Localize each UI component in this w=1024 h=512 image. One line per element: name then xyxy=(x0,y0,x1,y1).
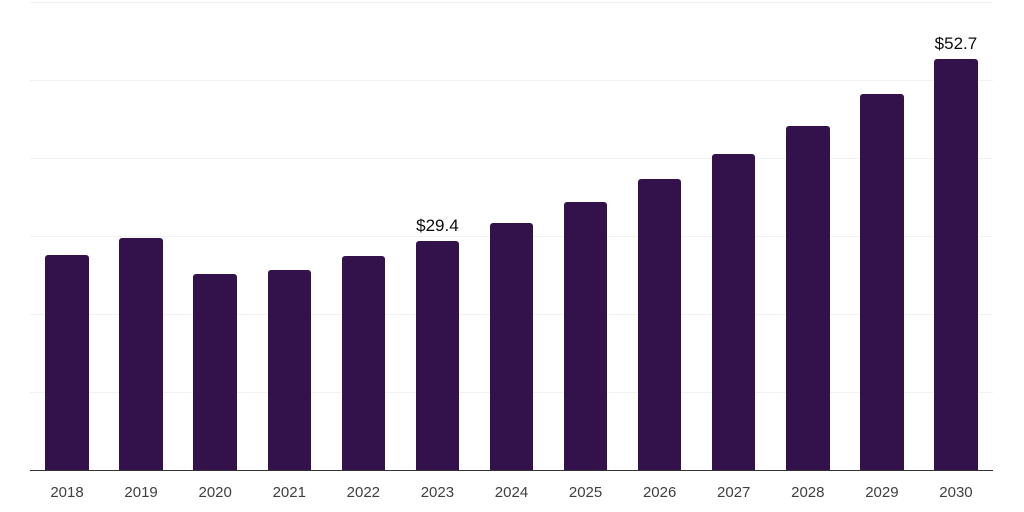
bar-2027 xyxy=(711,154,756,470)
bar-2029 xyxy=(860,94,904,470)
gridline-50 xyxy=(30,80,993,81)
x-tick-label-2018: 2018 xyxy=(50,484,84,501)
bar-2018 xyxy=(45,254,89,470)
bar-2028 xyxy=(786,126,830,470)
bar-2025 xyxy=(563,202,608,470)
gridline-40 xyxy=(30,158,993,159)
gridline-60 xyxy=(30,2,993,3)
x-tick-label-2022: 2022 xyxy=(346,484,381,501)
bar-2023 xyxy=(415,240,460,470)
x-tick-label-2026: 2026 xyxy=(642,484,677,501)
bar-2024 xyxy=(489,222,534,470)
x-tick-label-2025: 2025 xyxy=(568,484,603,501)
value-label-2030: $52.7 xyxy=(934,33,978,53)
x-tick-label-2029: 2029 xyxy=(865,484,899,501)
x-tick-label-2020: 2020 xyxy=(198,484,232,501)
x-tick-label-2019: 2019 xyxy=(124,484,158,501)
x-tick-label-2028: 2028 xyxy=(791,484,825,501)
bar-2026 xyxy=(637,179,682,470)
bar-2020 xyxy=(193,274,237,470)
x-axis-line xyxy=(30,469,993,471)
x-tick-label-2030: 2030 xyxy=(939,484,973,501)
bar-2021 xyxy=(267,269,312,470)
x-tick-label-2021: 2021 xyxy=(272,484,306,501)
bar-2030 xyxy=(934,58,978,470)
value-label-2023: $29.4 xyxy=(416,215,459,235)
bar-2019 xyxy=(119,237,163,470)
bar-2022 xyxy=(341,255,386,470)
x-tick-label-2027: 2027 xyxy=(717,484,751,501)
x-tick-label-2023: 2023 xyxy=(420,484,455,501)
x-tick-label-2024: 2024 xyxy=(494,484,529,501)
